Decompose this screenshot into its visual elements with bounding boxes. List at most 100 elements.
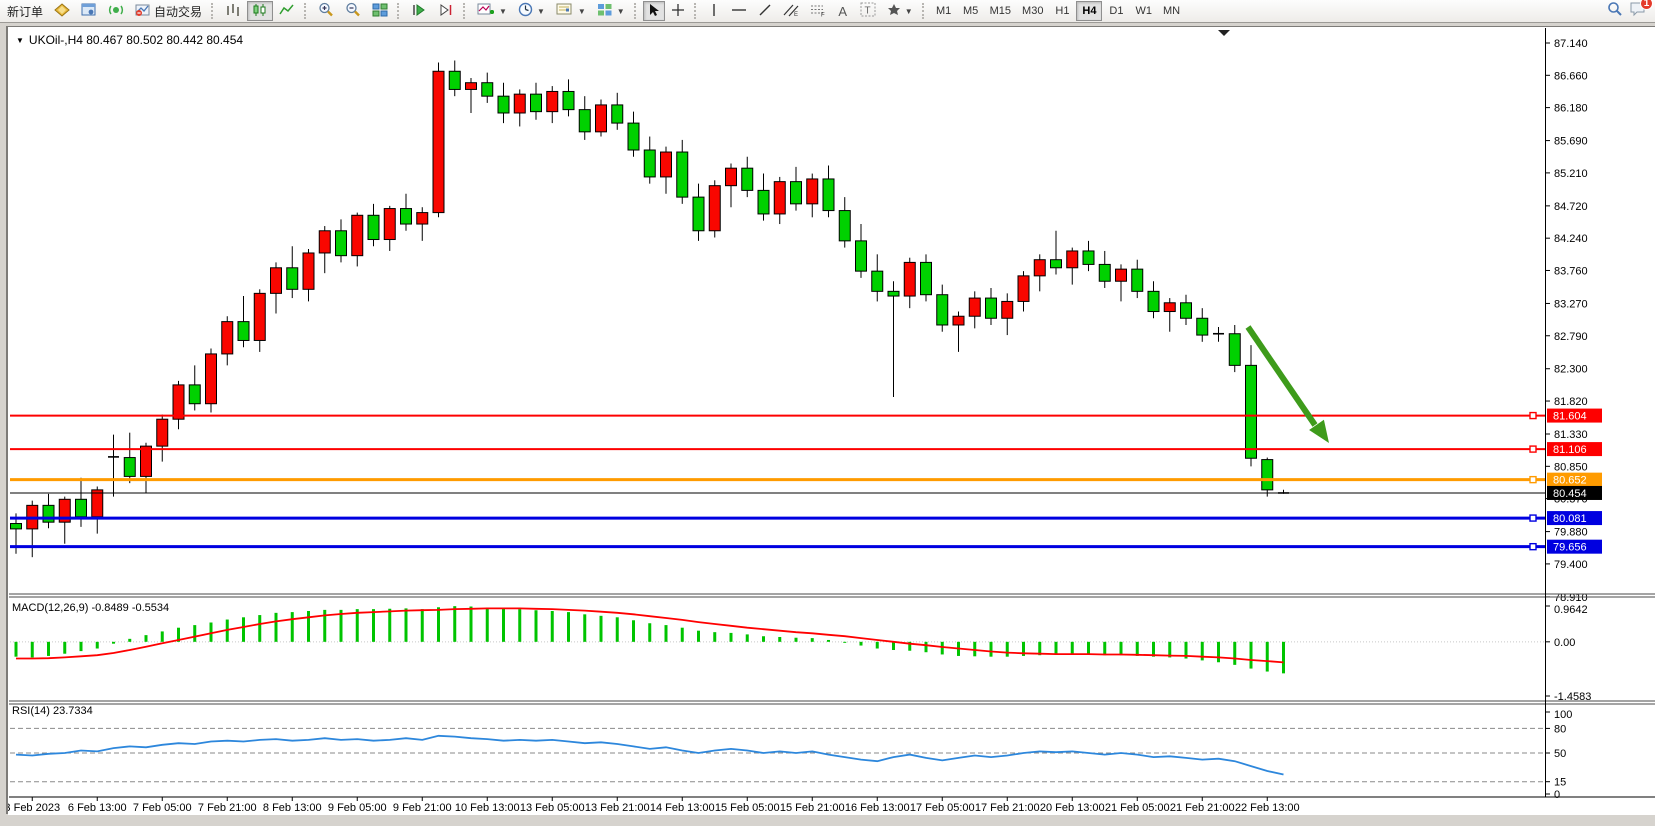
- price-tick-label: 81.330: [1554, 429, 1588, 441]
- candlestick: [416, 207, 429, 241]
- horizontal-line-81.106[interactable]: [10, 445, 1545, 453]
- text-tool-button[interactable]: A: [832, 1, 854, 21]
- macd-histogram-bar: [632, 620, 635, 642]
- order-modify-button[interactable]: [49, 1, 75, 21]
- crosshair-icon: [671, 3, 685, 20]
- line-chart-type-button[interactable]: [274, 1, 300, 21]
- macd-histogram-bar: [404, 608, 408, 642]
- macd-histogram-bar: [599, 615, 603, 642]
- gold-diamond-icon: [54, 2, 70, 20]
- chart-shift-marker[interactable]: [1218, 30, 1230, 36]
- search-icon[interactable]: [1607, 1, 1623, 22]
- pane-separator[interactable]: [9, 593, 1655, 598]
- macd-histogram-bar: [875, 641, 879, 649]
- candlestick: [1163, 298, 1176, 332]
- new-order-button[interactable]: 新订单: [2, 1, 48, 21]
- line-handle[interactable]: [1529, 475, 1537, 484]
- timeframe-m30-button[interactable]: M30: [1017, 1, 1048, 21]
- vertical-line-tool-button[interactable]: [703, 1, 725, 21]
- timeframe-mn-button[interactable]: MN: [1158, 1, 1185, 21]
- trendline-tool-button[interactable]: [753, 1, 777, 21]
- horizontal-line-tool-button[interactable]: [726, 1, 752, 21]
- candlestick: [562, 79, 575, 117]
- rsi-indicator-label: RSI(14) 23.7334: [12, 705, 93, 717]
- macd-histogram-bar: [209, 622, 213, 642]
- candlestick-chart-type-button[interactable]: [247, 1, 274, 21]
- notification-badge: 1: [1640, 0, 1653, 10]
- timeframe-w1-button[interactable]: W1: [1130, 1, 1157, 21]
- indicators-button[interactable]: ▼: [472, 1, 512, 21]
- timeframe-m1-button[interactable]: M1: [931, 1, 957, 21]
- macd-histogram-bar: [924, 641, 928, 653]
- time-tick-label: 17 Feb 05:00: [910, 802, 975, 814]
- candlestick: [1033, 254, 1046, 292]
- horizontal-line-79.656[interactable]: [10, 542, 1545, 551]
- candlestick: [367, 203, 380, 247]
- text-label-tool-button[interactable]: T: [855, 1, 881, 21]
- time-tick-label: 6 Feb 13:00: [68, 802, 127, 814]
- macd-histogram-bar: [1054, 641, 1058, 655]
- tile-windows-button[interactable]: [367, 1, 393, 21]
- notifications-button[interactable]: 1: [1629, 0, 1653, 22]
- timeframe-h4-button[interactable]: H4: [1076, 1, 1103, 21]
- chart-properties-button[interactable]: ▼: [551, 1, 591, 21]
- candlestick: [595, 99, 607, 137]
- svg-text:80.081: 80.081: [1553, 513, 1587, 525]
- market-watch-button[interactable]: [76, 1, 102, 21]
- candlestick: [400, 193, 412, 231]
- macd-histogram-bar: [420, 609, 424, 642]
- chart-title: ▼ UKOil-,H4 80.467 80.502 80.442 80.454: [16, 33, 243, 47]
- autotrade-button[interactable]: 自动交易: [130, 1, 207, 21]
- line-handle[interactable]: [1529, 411, 1537, 420]
- line-handle[interactable]: [1529, 514, 1537, 522]
- timeframe-m15-button[interactable]: M15: [985, 1, 1016, 21]
- candlestick: [708, 180, 721, 238]
- periods-button[interactable]: ▼: [513, 1, 550, 21]
- crosshair-tool-button[interactable]: [666, 1, 690, 21]
- toolbar-grip: [693, 3, 699, 19]
- chart-canvas[interactable]: 87.140 86.660 86.180 85.690 85.210 84.720 84.2…: [8, 27, 1655, 815]
- candlestick: [1017, 271, 1030, 312]
- cursor-tool-button[interactable]: [642, 1, 665, 21]
- svg-text:80.454: 80.454: [1553, 488, 1587, 500]
- timeframe-d1-button[interactable]: D1: [1103, 1, 1129, 21]
- zoom-out-button[interactable]: [340, 1, 366, 21]
- time-tick-label: 7 Feb 05:00: [133, 802, 192, 814]
- rsi-axis-label: 15: [1554, 777, 1566, 789]
- text-label-icon: T: [860, 2, 876, 20]
- bar-chart-type-button[interactable]: [220, 1, 246, 21]
- templates-button[interactable]: ▼: [592, 1, 630, 21]
- horizontal-line-80.081[interactable]: [10, 514, 1545, 522]
- candlestick: [1196, 308, 1209, 342]
- line-handle[interactable]: [1529, 542, 1537, 551]
- timeframe-h1-button[interactable]: H1: [1049, 1, 1075, 21]
- signal-button[interactable]: [103, 1, 129, 21]
- chart-shift-icon: [438, 3, 454, 20]
- candlestick: [318, 226, 331, 274]
- zoom-in-button[interactable]: [313, 1, 339, 21]
- auto-scroll-button[interactable]: [406, 1, 432, 21]
- candlestick: [513, 89, 526, 127]
- time-axis[interactable]: 3 Feb 2023 6 Feb 13:00 7 Feb 05:00 7 Feb 21…: [8, 797, 1300, 814]
- candlestick: [968, 291, 981, 329]
- chart-shift-button[interactable]: [433, 1, 459, 21]
- svg-text:F: F: [821, 12, 825, 17]
- arrows-tool-button[interactable]: ▼: [882, 1, 918, 21]
- macd-histogram-bar: [664, 625, 668, 642]
- horizontal-line-81.604[interactable]: [10, 411, 1545, 420]
- symbol-dropdown-icon[interactable]: ▼: [16, 36, 24, 45]
- pane-separator[interactable]: [9, 700, 1655, 705]
- macd-histogram-bar: [502, 608, 505, 642]
- horizontal-line-80.652[interactable]: [10, 475, 1545, 484]
- macd-pane: 0.9642 0.00 -1.4583: [10, 604, 1591, 703]
- line-handle[interactable]: [1529, 445, 1537, 453]
- timeframe-label: H1: [1055, 5, 1070, 17]
- candlestick: [302, 248, 315, 302]
- fibonacci-tool-button[interactable]: F: [805, 1, 831, 21]
- trend-arrow[interactable]: [1245, 325, 1329, 443]
- timeframe-m5-button[interactable]: M5: [958, 1, 984, 21]
- cursor-arrow-icon: [648, 3, 660, 20]
- timeframe-label: MN: [1162, 5, 1181, 17]
- channel-tool-button[interactable]: E: [778, 1, 804, 21]
- macd-histogram-bar: [1070, 641, 1074, 655]
